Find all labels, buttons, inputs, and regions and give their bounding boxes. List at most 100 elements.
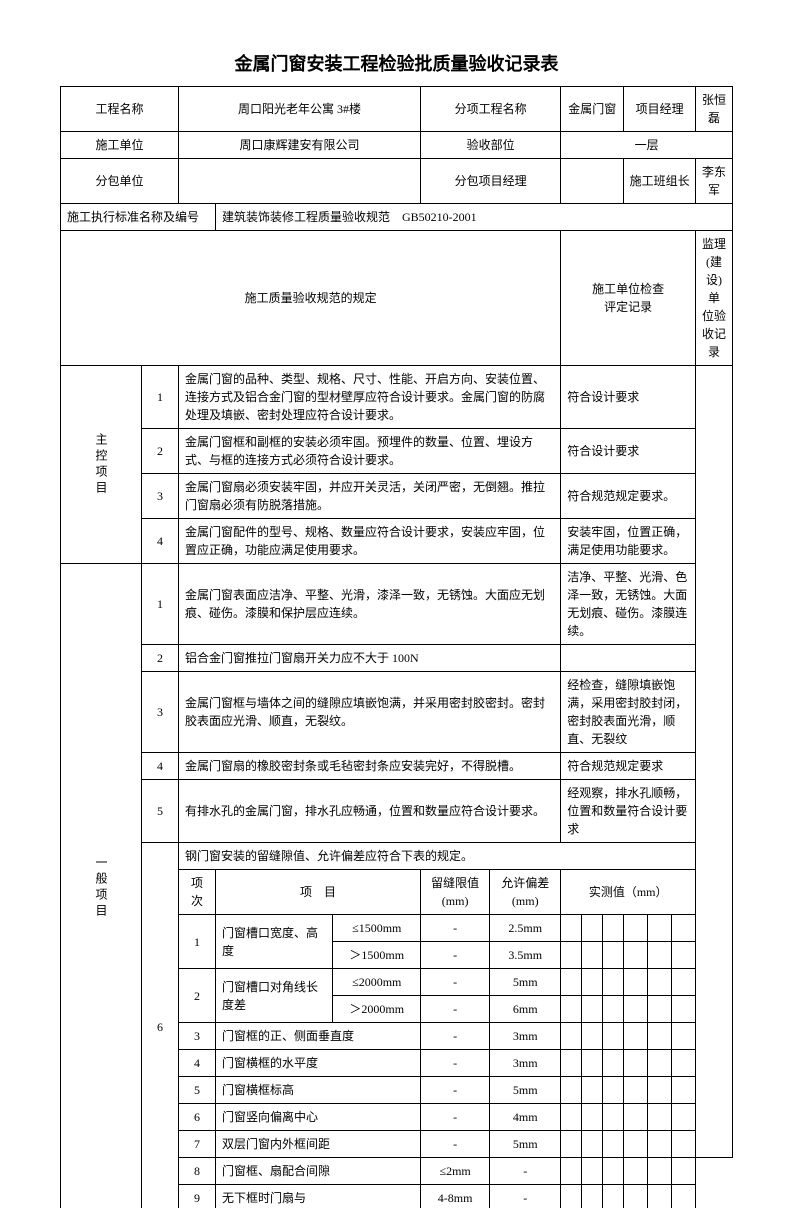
value-team-leader: 李东军 [696,159,733,204]
measured-cell [672,915,696,942]
sub-row-num: 6 [179,1104,216,1131]
main-item-spec: 金属门窗扇必须安装牢固，并应开关灵活，关闭严密，无倒翘。推拉门窗扇必须有防脱落措… [179,474,561,519]
measured-cell [582,915,603,942]
sub-row-num: 4 [179,1050,216,1077]
measured-cell [648,1023,672,1050]
gen-item-num: 1 [142,564,179,645]
measured-cell [648,1077,672,1104]
gen-item-spec: 铝合金门窗推拉门窗扇开关力应不大于 100N [179,645,561,672]
measured-cell [582,1131,603,1158]
measured-cell [603,1131,624,1158]
sub-row-num: 2 [179,969,216,1023]
measured-cell [624,942,648,969]
main-item-check: 符合设计要求 [561,429,696,474]
measured-cell [672,1185,696,1208]
main-item-num: 2 [142,429,179,474]
value-sub-project-name: 金属门窗 [561,87,624,132]
sub-row-num: 7 [179,1131,216,1158]
measured-cell [561,1077,582,1104]
label-team-leader: 施工班组长 [624,159,696,204]
header-supervise: 监理(建设)单 位验收记录 [696,231,733,366]
sub-row-gap: ≤2mm [421,1158,490,1185]
measured-cell [648,942,672,969]
sub-row-tol: 5mm [490,1131,561,1158]
sub-row-item: 门窗横框标高 [216,1077,421,1104]
measured-cell [648,1158,672,1185]
measured-cell [672,1158,696,1185]
measured-cell [624,1131,648,1158]
main-item-spec: 金属门窗配件的型号、规格、数量应符合设计要求，安装应牢固，位置应正确，功能应满足… [179,519,561,564]
value-subcontractor [179,159,421,204]
value-project-name: 周口阳光老年公寓 3#楼 [179,87,421,132]
sub-row-tol: 3mm [490,1050,561,1077]
measured-cell [603,1185,624,1208]
gen-item-spec: 有排水孔的金属门窗，排水孔应畅通，位置和数量应符合设计要求。 [179,780,561,843]
supervise-cell [696,366,733,1158]
label-standard: 施工执行标准名称及编号 [61,204,216,231]
sub-row-tol: 3mm [490,1023,561,1050]
measured-cell [603,1158,624,1185]
sub-row-num: 3 [179,1023,216,1050]
measured-cell [624,1185,648,1208]
sub-row-item: 门窗横框的水平度 [216,1050,421,1077]
measured-cell [672,969,696,996]
value-pm: 张恒磊 [696,87,733,132]
measured-cell [582,996,603,1023]
label-acceptance-part: 验收部位 [421,132,561,159]
sub-row-cond: ≤2000mm [333,969,421,996]
sub-row-num: 8 [179,1158,216,1185]
sub-header-tol: 允许偏差 (mm) [490,870,561,915]
measured-cell [582,969,603,996]
main-item-num: 3 [142,474,179,519]
value-standard: 建筑装饰装修工程质量验收规范 GB50210-2001 [216,204,733,231]
sub-row-item: 门窗槽口对角线长度差 [216,969,333,1023]
sub-row-item: 门窗槽口宽度、高度 [216,915,333,969]
measured-cell [672,1023,696,1050]
sub-row-tol: 3.5mm [490,942,561,969]
measured-cell [561,1050,582,1077]
gen-item-check: 经观察，排水孔顺畅，位置和数量符合设计要求 [561,780,696,843]
gen-item-6-num: 6 [142,843,179,1208]
measured-cell [648,915,672,942]
label-pm: 项目经理 [624,87,696,132]
gen-item-check: 经检查，缝隙填嵌饱满，采用密封胶封闭，密封胶表面光滑，顺直、无裂纹 [561,672,696,753]
measured-cell [582,1104,603,1131]
sub-row-num: 1 [179,915,216,969]
measured-cell [561,1131,582,1158]
measured-cell [648,1104,672,1131]
main-item-check: 符合设计要求 [561,366,696,429]
measured-cell [648,1050,672,1077]
gen-item-num: 2 [142,645,179,672]
measured-cell [672,996,696,1023]
gen-item-spec: 金属门窗表面应洁净、平整、光滑，漆泽一致，无锈蚀。大面应无划痕、碰伤。漆膜和保护… [179,564,561,645]
value-acceptance-part: 一层 [561,132,733,159]
sub-row-gap: 4-8mm [421,1185,490,1208]
main-items-label: 主控项目 [61,366,142,564]
sub-row-item: 门窗框的正、侧面垂直度 [216,1023,421,1050]
sub-row-tol: 2.5mm [490,915,561,942]
measured-cell [624,1158,648,1185]
sub-header-measured: 实测值（mm） [561,870,696,915]
measured-cell [561,1185,582,1208]
measured-cell [582,1158,603,1185]
label-construction-unit: 施工单位 [61,132,179,159]
measured-cell [603,969,624,996]
sub-header-item: 项 目 [216,870,421,915]
gen-item-num: 5 [142,780,179,843]
sub-row-tol: 4mm [490,1104,561,1131]
measured-cell [582,1185,603,1208]
sub-row-item: 无下框时门扇与 [216,1185,421,1208]
sub-row-gap: - [421,942,490,969]
sub-row-cond: ＞1500mm [333,942,421,969]
measured-cell [624,969,648,996]
measured-cell [603,1023,624,1050]
label-sub-project-name: 分项工程名称 [421,87,561,132]
measured-cell [672,1050,696,1077]
page-title: 金属门窗安装工程检验批质量验收记录表 [60,50,733,76]
measured-cell [624,1104,648,1131]
sub-row-tol: 5mm [490,969,561,996]
header-spec: 施工质量验收规范的规定 [61,231,561,366]
gen-item-check: 符合规范规定要求 [561,753,696,780]
sub-header-gap: 留缝限值 (mm) [421,870,490,915]
measured-cell [582,942,603,969]
